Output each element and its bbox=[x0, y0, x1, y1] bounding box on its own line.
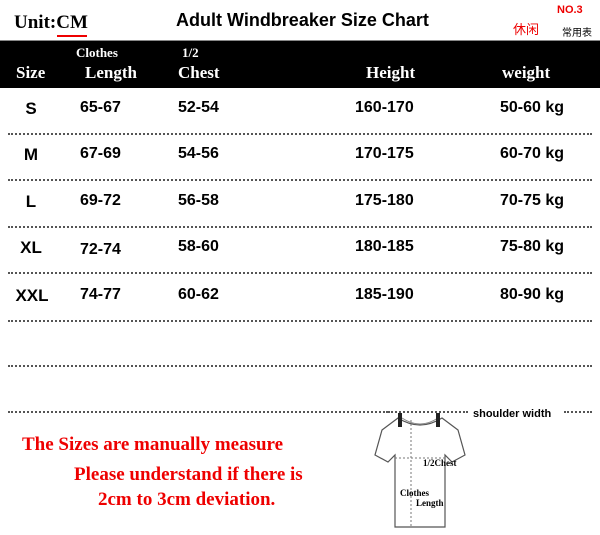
divider bbox=[8, 365, 592, 367]
cell-weight: 60-70 kg bbox=[500, 145, 565, 162]
cell-weight: 80-90 kg bbox=[500, 286, 565, 303]
diagram-chest: 1/2Chest bbox=[423, 458, 457, 468]
cell-weight: 50-60 kg bbox=[500, 99, 565, 116]
cell-height: 185-190 bbox=[355, 286, 414, 303]
row-divider bbox=[8, 179, 592, 181]
cell-size: S bbox=[25, 99, 37, 118]
note-line: Please understand if there is bbox=[74, 464, 303, 485]
row-divider bbox=[8, 320, 592, 322]
cell-chest: 58-60 bbox=[178, 238, 219, 255]
row-divider bbox=[8, 272, 592, 274]
diagram-length-2: Length bbox=[416, 498, 444, 508]
cell-size: L bbox=[25, 192, 37, 211]
cell-length: 65-67 bbox=[80, 99, 121, 116]
divider bbox=[8, 411, 388, 413]
col-length: Length bbox=[85, 63, 137, 82]
col-weight: weight bbox=[502, 63, 551, 82]
col-chest-top: 1/2 bbox=[182, 45, 199, 60]
cell-height: 170-175 bbox=[355, 145, 414, 162]
page-title: Adult Windbreaker Size Chart bbox=[176, 10, 429, 30]
cell-chest: 60-62 bbox=[178, 286, 219, 303]
style-tag: 休闲 bbox=[513, 22, 540, 37]
cell-height: 160-170 bbox=[355, 99, 414, 116]
row-divider bbox=[8, 133, 592, 135]
note-line: The Sizes are manually measure bbox=[22, 434, 284, 455]
unit-underline bbox=[57, 35, 87, 37]
col-size: Size bbox=[16, 63, 46, 82]
cell-size: M bbox=[23, 145, 39, 164]
cell-length: 67-69 bbox=[80, 145, 121, 162]
divider bbox=[564, 411, 592, 413]
tshirt-diagram bbox=[374, 413, 466, 528]
col-height: Height bbox=[366, 63, 416, 82]
col-chest: Chest bbox=[178, 63, 220, 82]
cell-chest: 52-54 bbox=[178, 99, 219, 116]
table-header: Size Clothes Length 1/2 Chest Height wei… bbox=[0, 40, 600, 88]
cell-height: 180-185 bbox=[355, 238, 414, 255]
cell-length: 72-74 bbox=[80, 241, 121, 258]
col-length-top: Clothes bbox=[76, 45, 118, 60]
divider bbox=[388, 411, 468, 413]
cell-weight: 75-80 kg bbox=[500, 238, 565, 255]
row-divider bbox=[8, 226, 592, 228]
unit-label: Unit:CM bbox=[14, 12, 88, 33]
cell-height: 175-180 bbox=[355, 192, 414, 209]
diagram-length-1: Clothes bbox=[400, 488, 429, 498]
cell-size: XL bbox=[20, 238, 42, 257]
cell-weight: 70-75 kg bbox=[500, 192, 565, 209]
cell-chest: 56-58 bbox=[178, 192, 219, 209]
cell-length: 69-72 bbox=[80, 192, 121, 209]
note-line: 2cm to 3cm deviation. bbox=[98, 489, 276, 510]
cell-size: XXL bbox=[15, 286, 49, 305]
cell-length: 74-77 bbox=[80, 286, 121, 303]
chart-number: NO.3 bbox=[557, 4, 583, 16]
cell-chest: 54-56 bbox=[178, 145, 219, 162]
type-tag: 常用表 bbox=[562, 28, 592, 39]
shoulder-label: shoulder width bbox=[473, 408, 552, 420]
